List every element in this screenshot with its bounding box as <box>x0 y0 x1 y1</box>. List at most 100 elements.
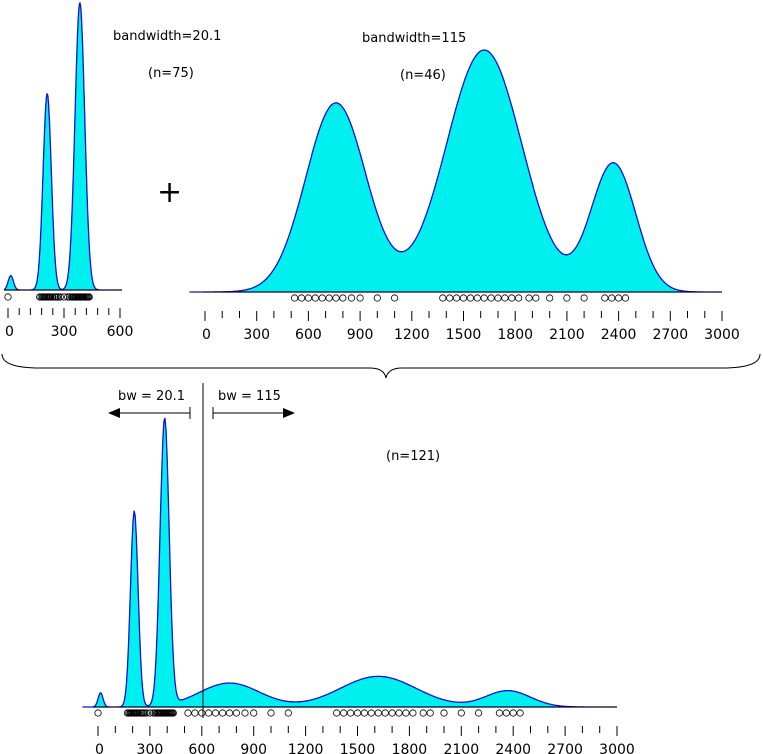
rug-point <box>367 709 375 717</box>
rug-point <box>381 709 389 717</box>
x-axis-combined: 0 300 600 900 1200 1500 1800 2100 2400 2700 3000 <box>95 726 635 754</box>
rug-point <box>532 294 540 302</box>
rug-point <box>614 294 623 302</box>
x-tick-label: 2700 <box>652 327 688 343</box>
bw-left-label: bw = 20.1 <box>118 389 185 404</box>
rug-point <box>184 709 192 717</box>
rug-point <box>353 709 362 717</box>
rug-point <box>142 709 150 717</box>
density-curve-right <box>189 49 722 293</box>
x-axis-left: 0 300 600 <box>5 308 133 340</box>
rug-point <box>466 294 474 302</box>
rug-point <box>191 709 199 717</box>
rug-point <box>439 294 447 302</box>
rug-point <box>409 709 417 717</box>
rug-point <box>621 294 630 302</box>
rug-point <box>356 294 364 302</box>
x-tick-label: 2700 <box>547 742 583 754</box>
rug-point <box>134 709 142 717</box>
rug-point <box>212 709 220 717</box>
rug-point <box>219 709 227 717</box>
x-tick-label: 2100 <box>549 327 585 343</box>
rug-point <box>284 709 292 717</box>
x-tick-label: 900 <box>240 742 267 754</box>
rug-point <box>516 709 524 717</box>
rug-point <box>426 709 434 717</box>
rug-point <box>419 709 427 717</box>
rug-point <box>525 294 533 302</box>
rug-point <box>480 294 488 302</box>
rug-point <box>601 294 609 302</box>
rug-point <box>440 709 448 717</box>
x-tick-label: 1800 <box>497 327 533 343</box>
density-curve-left <box>3 1 122 291</box>
rug-point <box>339 294 347 302</box>
rug-right <box>290 294 630 302</box>
rug-point <box>346 709 355 717</box>
x-tick-label: 1200 <box>288 742 324 754</box>
rug-point <box>56 293 64 301</box>
rug-point <box>49 293 57 301</box>
rug-point <box>267 709 275 717</box>
rug-point <box>459 294 468 302</box>
rug-point <box>374 709 382 717</box>
bandwidth-label-left: bandwidth=20.1 <box>113 29 221 44</box>
rug-point <box>135 709 144 717</box>
rug-point <box>85 293 93 301</box>
rug-point <box>205 709 213 717</box>
rug-point <box>198 709 206 717</box>
rug-point <box>4 293 12 301</box>
rug-point <box>395 709 403 717</box>
rug-point <box>318 294 326 302</box>
rug-point <box>457 709 465 717</box>
rug-point <box>241 709 249 717</box>
bw-right-arrowhead <box>283 408 295 418</box>
x-tick-label: 1500 <box>446 327 482 343</box>
x-tick-label: 1500 <box>340 742 376 754</box>
curly-brace <box>1 353 761 379</box>
panel-left-top: 0 300 600 bandwidth=20.1 (n=75) <box>3 1 221 340</box>
bandwidth-label-right: bandwidth=115 <box>362 31 466 46</box>
rug-point <box>501 294 509 302</box>
rug-point <box>94 709 102 717</box>
rug-point <box>146 709 154 717</box>
n-label-left: (n=75) <box>148 66 194 81</box>
rug-point <box>250 709 258 717</box>
x-tick-label: 2100 <box>443 742 479 754</box>
rug-point <box>388 709 396 717</box>
rug-point <box>474 709 483 717</box>
rug-point <box>290 294 299 302</box>
x-tick-label: 2400 <box>495 742 531 754</box>
n-label-combined: (n=121) <box>386 449 440 464</box>
rug-point <box>580 294 588 302</box>
rug-point <box>390 294 399 302</box>
rug-point <box>232 709 240 717</box>
rug-point <box>452 294 461 302</box>
x-tick-label: 0 <box>95 742 104 754</box>
x-tick-label: 1800 <box>392 742 428 754</box>
rug-point <box>332 294 340 302</box>
x-axis-right: 0 300 600 900 1200 1500 1800 2100 2400 2700 3000 <box>202 311 740 343</box>
rug-point <box>340 709 348 717</box>
rug-point <box>608 294 616 302</box>
x-tick-label: 3000 <box>599 742 635 754</box>
rug-point <box>402 709 410 717</box>
x-tick-label: 600 <box>188 742 215 754</box>
x-tick-label: 3000 <box>704 327 740 343</box>
rug-point <box>311 294 319 302</box>
x-tick-label: 0 <box>202 327 211 343</box>
n-label-right: (n=46) <box>400 68 446 83</box>
bw-right-label: bw = 115 <box>218 389 281 404</box>
x-tick-label: 300 <box>51 324 78 340</box>
panel-bottom-combined: 0 300 600 900 1200 1500 1800 2100 2400 2700 3000 b… <box>82 383 635 754</box>
rug-point <box>360 709 368 717</box>
rug-point <box>333 709 341 717</box>
rug-point <box>347 294 356 302</box>
rug-point <box>297 294 306 302</box>
rug-point <box>304 294 312 302</box>
x-tick-label: 2400 <box>601 327 637 343</box>
rug-point <box>546 294 554 302</box>
rug-point <box>141 709 149 717</box>
x-tick-label: 300 <box>243 327 270 343</box>
